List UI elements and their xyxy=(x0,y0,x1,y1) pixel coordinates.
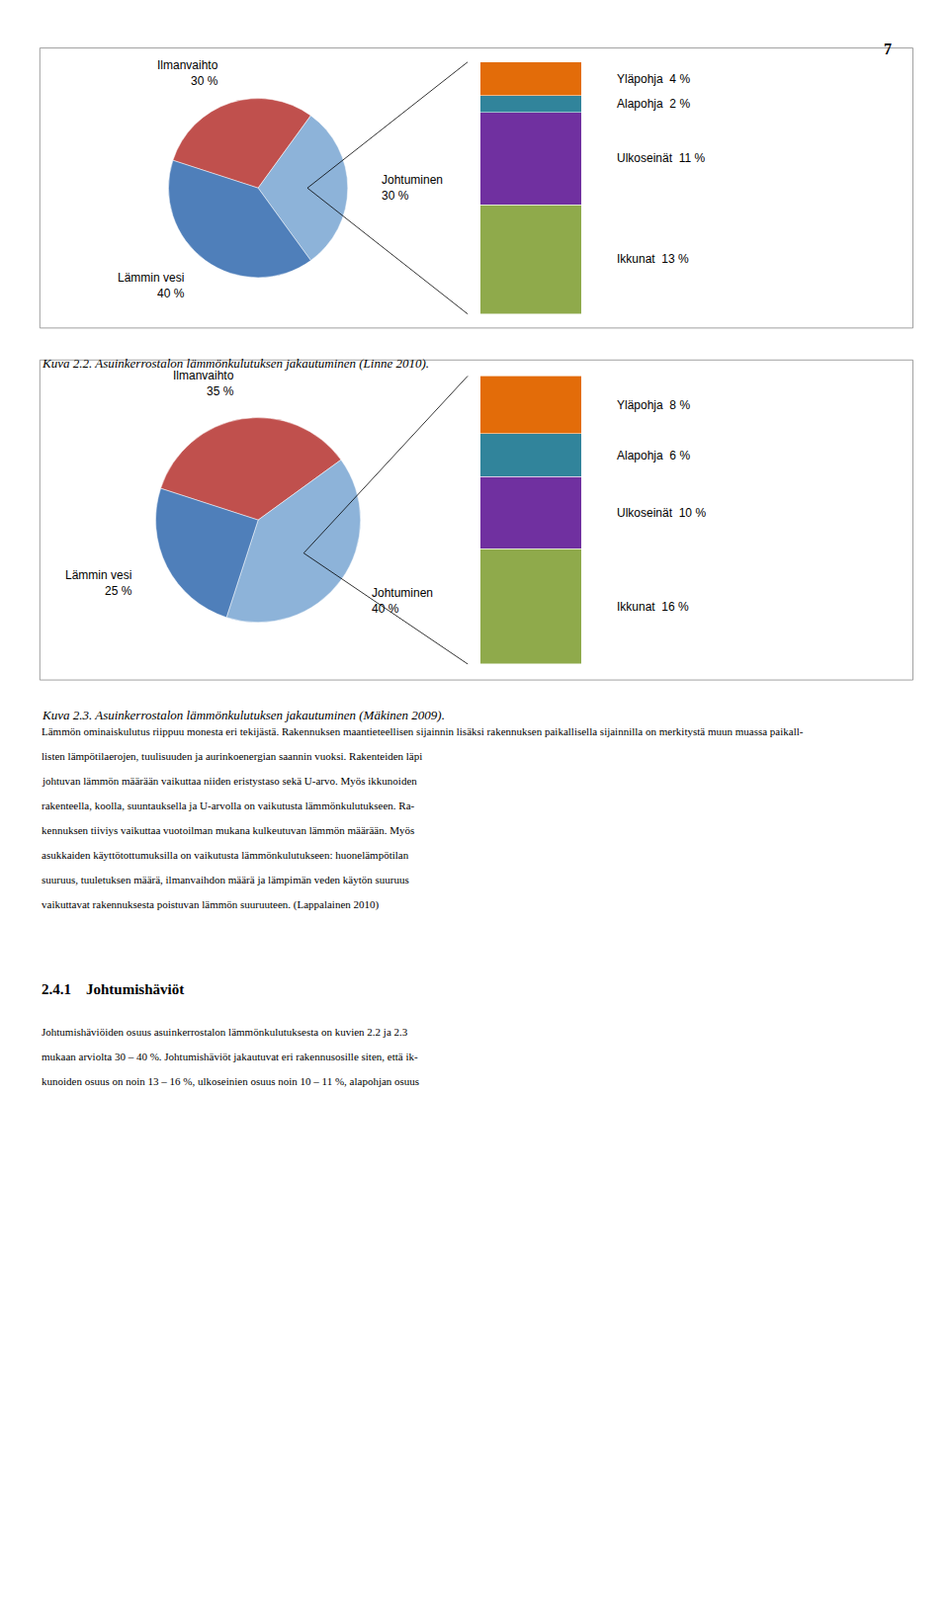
svg-text:suuruus, tuuletuksen määrä, il: suuruus, tuuletuksen määrä, ilmanvaihdon… xyxy=(41,873,410,886)
svg-text:Lämmin vesi25 %: Lämmin vesi25 % xyxy=(65,568,133,599)
svg-text:kennuksen tiiviys vaikuttaa vu: kennuksen tiiviys vaikuttaa vuotoilman m… xyxy=(41,824,415,837)
svg-text:2.4.1 Johtumishäviöt: 2.4.1 Johtumishäviöt xyxy=(41,981,184,998)
svg-text:Ilmanvaihto30 %: Ilmanvaihto30 % xyxy=(157,58,219,88)
svg-text:7: 7 xyxy=(883,40,892,58)
svg-text:Ulkoseinät 10 %: Ulkoseinät 10 % xyxy=(616,506,706,520)
svg-text:listen lämpötilaerojen, tuulis: listen lämpötilaerojen, tuulisuuden ja a… xyxy=(41,750,423,763)
svg-text:Ulkoseinät 11 %: Ulkoseinät 11 % xyxy=(616,151,705,166)
svg-text:Yläpohja 4 %: Yläpohja 4 % xyxy=(616,72,691,87)
svg-text:Lämmön ominaiskulutus riippuu: Lämmön ominaiskulutus riippuu monesta er… xyxy=(41,725,804,738)
svg-text:Johtuminen30 %: Johtuminen30 % xyxy=(381,172,443,203)
svg-text:Lämmin vesi40 %: Lämmin vesi40 % xyxy=(117,270,185,301)
svg-text:Ikkunat 13 %: Ikkunat 13 % xyxy=(616,252,690,266)
svg-text:rakenteella, koolla, suuntauks: rakenteella, koolla, suuntauksella ja U-… xyxy=(41,799,416,812)
svg-text:Ikkunat 16 %: Ikkunat 16 % xyxy=(616,600,690,614)
svg-text:Kuva 2.3. Asuinkerrostalon läm: Kuva 2.3. Asuinkerrostalon lämmönkulutuk… xyxy=(41,707,445,723)
svg-text:kunoiden osuus on noin 13 – 16: kunoiden osuus on noin 13 – 16 %, ulkose… xyxy=(41,1075,420,1088)
svg-text:asukkaiden käyttötottumuksilla: asukkaiden käyttötottumuksilla on vaikut… xyxy=(41,849,410,862)
svg-text:Ilmanvaihto35 %: Ilmanvaihto35 % xyxy=(172,368,235,399)
svg-text:Johtuminen40 %: Johtuminen40 % xyxy=(371,586,433,616)
svg-text:mukaan arviolta 30 – 40 %. Joh: mukaan arviolta 30 – 40 %. Johtumishäviö… xyxy=(41,1050,419,1063)
svg-text:Alapohja 2 %: Alapohja 2 % xyxy=(616,96,691,111)
svg-text:Alapohja 6 %: Alapohja 6 % xyxy=(616,448,691,463)
svg-text:johtuvan lämmön määrään vaikut: johtuvan lämmön määrään vaikuttaa niiden… xyxy=(41,775,418,787)
svg-text:Yläpohja 8 %: Yläpohja 8 % xyxy=(616,398,691,413)
svg-text:Johtumishäviöiden osuus asuink: Johtumishäviöiden osuus asuinkerrostalon… xyxy=(41,1026,409,1038)
svg-text:vaikuttavat rakennuksesta pois: vaikuttavat rakennuksesta poistuvan lämm… xyxy=(41,898,380,912)
svg-text:Kuva 2.2. Asuinkerrostalon läm: Kuva 2.2. Asuinkerrostalon lämmönkulutuk… xyxy=(41,355,430,371)
